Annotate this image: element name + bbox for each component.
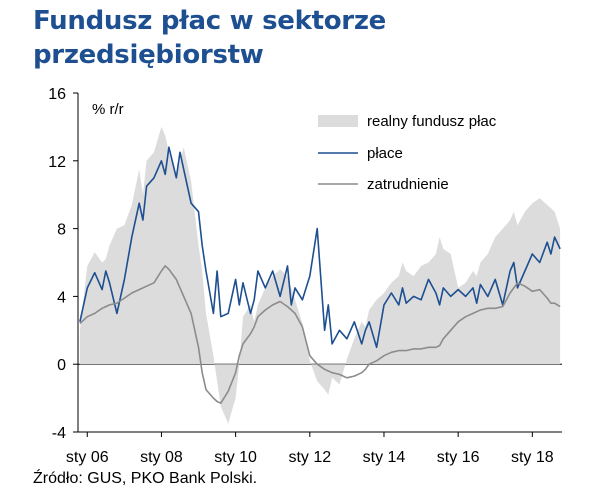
legend-item-real-wage-fund: realny fundusz płac bbox=[367, 113, 497, 130]
x-tick-label: sty 10 bbox=[214, 449, 257, 466]
y-tick-label: 4 bbox=[57, 289, 66, 306]
y-tick-label: 16 bbox=[48, 86, 66, 103]
x-tick-label: sty 16 bbox=[437, 449, 480, 466]
x-tick-label: sty 18 bbox=[511, 449, 554, 466]
legend-item-wages: płace bbox=[367, 145, 403, 162]
wages-line bbox=[79, 146, 561, 349]
y-axis-label: % r/r bbox=[92, 101, 124, 118]
employment-line bbox=[79, 265, 561, 404]
series-lines-layer bbox=[79, 146, 561, 404]
y-tick-label: 12 bbox=[48, 154, 66, 171]
legend-swatch-area bbox=[318, 115, 358, 127]
title-line-1: Fundusz płac w sektorze bbox=[33, 6, 386, 36]
y-tick-label: 8 bbox=[57, 222, 66, 239]
x-tick-label: sty 06 bbox=[66, 449, 109, 466]
real-wage-fund-area bbox=[79, 126, 561, 424]
real-wage-fund-area-layer bbox=[79, 126, 561, 424]
chart-title: Fundusz płac w sektorze przedsiębiorstw bbox=[33, 4, 386, 72]
x-tick-label: sty 14 bbox=[363, 449, 406, 466]
source-note: Źródło: GUS, PKO Bank Polski. bbox=[33, 470, 258, 487]
y-tick-label: 0 bbox=[57, 357, 66, 374]
legend: realny fundusz płac płace zatrudnienie bbox=[318, 113, 497, 193]
legend-item-employment: zatrudnienie bbox=[367, 176, 449, 193]
x-tick-label: sty 08 bbox=[140, 449, 183, 466]
x-tick-label: sty 12 bbox=[288, 449, 331, 466]
y-tick-label: -4 bbox=[52, 425, 66, 442]
tick-labels: -4 0 4 8 12 16 sty 06 sty 08 sty 10 sty 12 sty 14 s… bbox=[48, 86, 554, 466]
title-line-2: przedsiębiorstw bbox=[33, 40, 264, 70]
